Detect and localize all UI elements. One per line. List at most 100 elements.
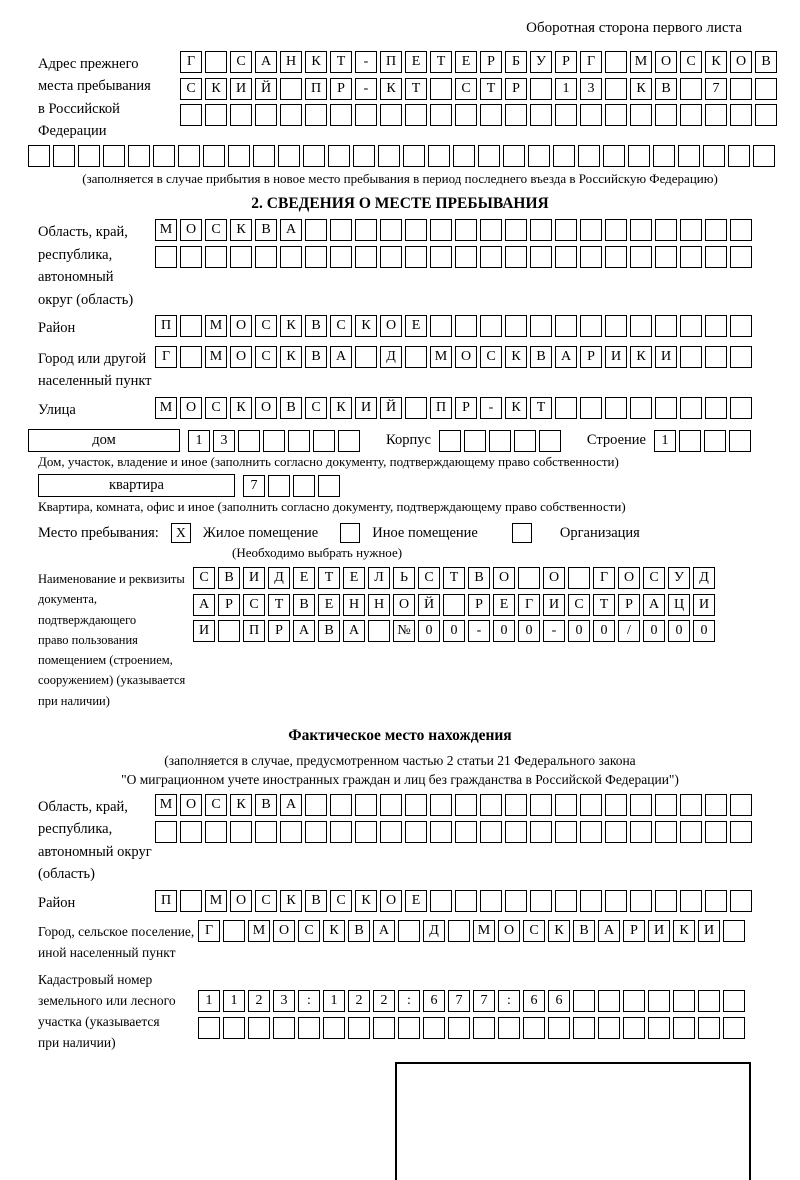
char-cell: Р — [480, 51, 502, 73]
char-cell: М — [248, 920, 270, 943]
actual-gorod-label: Город, сельское поселение, иной населенн… — [38, 924, 195, 961]
char-cell — [530, 820, 552, 843]
char-cell — [728, 144, 750, 167]
char-cell: Р — [623, 920, 645, 943]
char-cell: 1 — [198, 990, 220, 1013]
char-cell — [623, 1016, 645, 1039]
char-cell — [53, 144, 75, 167]
option-label-organizatsiya: Организация — [559, 524, 640, 541]
char-cell: С — [523, 920, 545, 943]
char-cell: Р — [580, 345, 602, 368]
prev-address-caption: (заполняется в случае прибытия в новое м… — [82, 171, 718, 187]
char-cell: Е — [293, 567, 315, 590]
char-cell — [478, 144, 500, 167]
char-cell — [448, 1016, 470, 1039]
char-cell — [455, 889, 477, 912]
char-cell: В — [218, 567, 240, 590]
char-cell — [380, 793, 402, 816]
char-cell — [505, 315, 527, 338]
char-cell: С — [243, 593, 265, 616]
char-cell: Н — [368, 593, 390, 616]
char-cell: О — [455, 345, 477, 368]
char-cell — [473, 1016, 495, 1039]
char-cell — [723, 1016, 745, 1039]
char-cell: М — [630, 51, 652, 73]
char-cell: Р — [468, 593, 490, 616]
char-cell: Й — [255, 77, 277, 100]
char-cell: К — [548, 920, 570, 943]
char-cell: К — [355, 315, 377, 338]
char-cell: С — [255, 889, 277, 912]
char-cell — [430, 315, 452, 338]
char-cell: В — [573, 920, 595, 943]
actual-gorod-field: Город, сельское поселение, иной населенн… — [0, 920, 800, 964]
char-cell: С — [305, 396, 327, 419]
char-cell: С — [255, 345, 277, 368]
char-cell — [630, 889, 652, 912]
char-cell: А — [193, 593, 215, 616]
char-cell: Д — [268, 567, 290, 590]
char-cell: О — [655, 51, 677, 73]
char-cell: К — [705, 51, 727, 73]
char-cell — [568, 567, 590, 590]
char-cell: С — [680, 51, 702, 73]
char-cell: 1 — [555, 77, 577, 100]
char-cell: К — [305, 51, 327, 73]
char-cell: К — [630, 345, 652, 368]
char-cell — [180, 820, 202, 843]
char-cell — [28, 144, 50, 167]
char-cell — [755, 104, 777, 126]
char-cell: 3 — [580, 77, 602, 100]
char-cell — [630, 104, 652, 126]
char-cell — [128, 144, 150, 167]
actual-oblast-label: Область, край, республика, автономный ок… — [38, 798, 152, 883]
char-cell: Т — [268, 593, 290, 616]
char-cell: С — [193, 567, 215, 590]
char-cell — [505, 104, 527, 126]
char-cell — [730, 396, 752, 419]
char-cell: С — [480, 345, 502, 368]
char-cell — [480, 793, 502, 816]
char-cell — [523, 1016, 545, 1039]
char-cell — [230, 246, 252, 269]
char-cell — [155, 820, 177, 843]
char-cell: 2 — [373, 990, 395, 1013]
char-cell — [430, 889, 452, 912]
char-cell: 0 — [593, 620, 615, 643]
char-cell — [605, 246, 627, 269]
char-cell — [680, 219, 702, 242]
char-cell: 0 — [418, 620, 440, 643]
char-cell — [673, 990, 695, 1013]
char-cell: Т — [443, 567, 465, 590]
char-cell: - — [355, 51, 377, 73]
char-cell: С — [643, 567, 665, 590]
char-cell: Й — [418, 593, 440, 616]
char-cell: К — [380, 77, 402, 100]
char-cell: В — [655, 77, 677, 100]
char-cell — [430, 77, 452, 100]
char-cell: Г — [180, 51, 202, 73]
char-cell — [680, 315, 702, 338]
char-cell — [430, 246, 452, 269]
char-cell: О — [493, 567, 515, 590]
kadastr-field: Кадастровый номер земельного или лесного… — [0, 968, 800, 1054]
char-cell — [705, 219, 727, 242]
char-cell: Н — [343, 593, 365, 616]
checkbox-organizatsiya — [511, 523, 532, 544]
char-cell: У — [668, 567, 690, 590]
char-cell — [680, 345, 702, 368]
char-cell — [305, 219, 327, 242]
char-cell — [605, 219, 627, 242]
char-cell: 1 — [188, 429, 210, 452]
char-cell: А — [373, 920, 395, 943]
gorod-label: Город или другой населенный пункт — [38, 350, 152, 390]
char-cell — [648, 990, 670, 1013]
char-cell: Б — [505, 51, 527, 73]
raion-label: Район — [38, 320, 76, 337]
char-cell — [78, 144, 100, 167]
char-cell — [403, 144, 425, 167]
char-cell: К — [505, 396, 527, 419]
char-cell — [455, 315, 477, 338]
